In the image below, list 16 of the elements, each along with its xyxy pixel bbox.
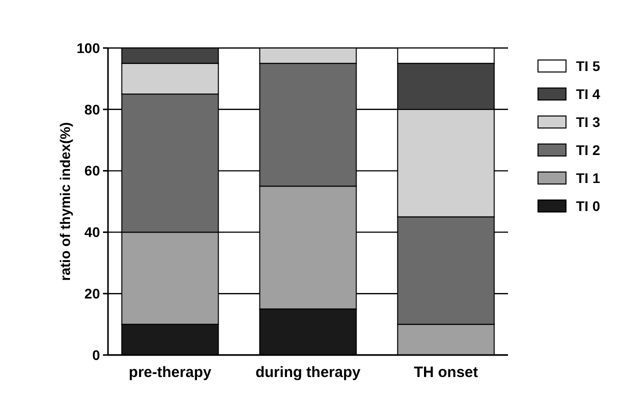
y-tick-label: 80	[84, 101, 100, 118]
legend-label: TI 4	[576, 86, 600, 102]
y-axis-title: ratio of thymic index(%)	[57, 122, 73, 281]
legend-label: TI 3	[576, 114, 600, 130]
x-tick-label: TH onset	[414, 364, 478, 381]
legend-label: TI 2	[576, 142, 600, 158]
x-tick-label: pre-therapy	[128, 364, 212, 381]
y-tick-label: 100	[76, 40, 100, 56]
x-tick-label: during therapy	[255, 364, 362, 381]
legend-label: TI 1	[576, 170, 600, 186]
y-tick-label: 40	[84, 224, 100, 240]
y-tick-label: 0	[92, 346, 100, 363]
y-tick-label: 20	[84, 286, 100, 302]
legend-label: TI 0	[576, 198, 600, 214]
legend-label: TI 5	[576, 58, 600, 74]
y-tick-label: 60	[84, 162, 100, 179]
